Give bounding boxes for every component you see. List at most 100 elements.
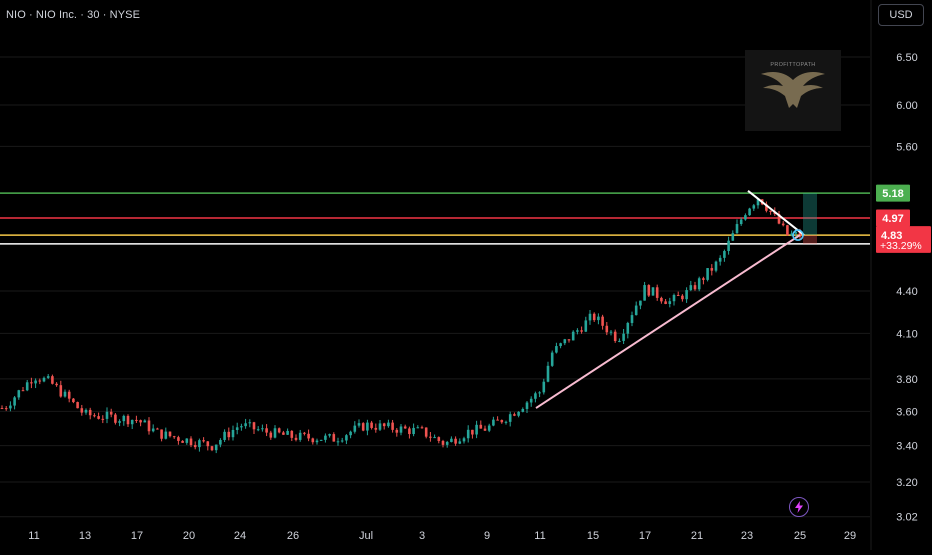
candle-body [273,428,277,438]
candle-body [395,429,399,433]
time-tick-label: 11 [534,530,545,542]
lightning-button[interactable] [789,497,809,517]
price-tick-label: 6.50 [896,52,917,64]
candle-body [38,380,42,382]
candle-body [676,294,680,296]
candle-body [559,343,562,347]
candle-body [403,426,407,429]
grid [0,0,872,550]
price-axis[interactable]: 6.50 6.00 5.60 4.40 4.10 3.80 3.60 3.40 3.20 3.02… [876,52,931,524]
candle-body [340,440,344,442]
candle-body [786,225,789,236]
candle-body [483,428,487,431]
candle-body [67,391,71,399]
time-tick-label: Jul [359,530,373,542]
price-label-4-97-bg [876,209,910,227]
symbol-title[interactable]: NIO · NIO Inc. · 30 · NYSE [6,9,141,21]
candle-body [714,261,718,271]
candle-body [101,418,105,420]
currency-button[interactable]: USD [878,4,924,26]
candle-body [114,414,117,423]
candle-body [647,285,651,296]
candle-body [416,427,420,429]
candle-body [731,233,735,241]
candle-body [147,420,151,432]
price-tick-label: 3.20 [896,477,917,489]
candle-body [630,315,634,323]
candle-body [324,435,327,440]
candle-body [609,331,613,333]
candle-body [718,257,722,262]
candle-body [122,415,126,422]
change-percent-label: +33.29% [880,240,922,252]
candle-body [332,434,336,442]
time-tick-label: 29 [844,530,856,542]
candle-body [193,445,197,448]
price-tick-label: 5.60 [896,141,917,153]
candle-body [286,430,289,435]
time-tick-label: 11 [28,530,39,542]
candle-body [571,331,575,341]
candle-body [126,415,130,425]
watermark-logo: PROFITTOPATH [745,50,841,131]
time-tick-label: 15 [587,530,599,542]
candle-body [735,224,739,234]
candle-body [265,428,268,433]
candle-body [756,199,760,206]
candle-body [798,231,802,237]
price-tick-label: 6.00 [896,100,917,112]
candle-body [9,405,12,409]
candle-body [399,426,403,433]
candle-body [752,205,756,209]
candle-body [282,432,285,435]
candle-body [370,422,373,428]
candle-body [513,414,516,416]
stop-zone [803,235,817,244]
candle-body [790,233,793,236]
candle-body [534,393,537,399]
candle-body [349,431,352,436]
candle-body [55,383,58,386]
time-tick-label: 23 [741,530,753,542]
candle-body [765,204,768,211]
candle-body [51,376,54,384]
candle-body [118,421,121,423]
candle-body [450,438,453,442]
candle-body [697,278,701,290]
candle-body [500,420,504,423]
price-label-5-18-bg [876,184,910,202]
candle-body [769,210,772,212]
candle-body [492,419,495,426]
candle-body [433,437,436,439]
candle-body [84,409,88,413]
candle-body [794,231,798,234]
time-axis[interactable]: 11 13 17 20 24 26 Jul 3 9 11 15 17 21 23 25 29 [28,530,856,542]
price-label-4-97: 4.97 [882,213,903,225]
candle-body [30,382,33,384]
candle-body [105,411,109,419]
price-tick-label: 4.10 [896,328,917,340]
candle-body [601,316,604,326]
candle-body [672,294,676,302]
candle-body [353,425,357,432]
candle-body [622,333,625,341]
candle-body [613,331,617,342]
lightning-icon [795,501,803,513]
candle-body [17,390,21,398]
candle-body [387,422,390,427]
candle-body [361,423,365,431]
candle-body [160,429,163,439]
candle-body [13,397,16,406]
time-tick-label: 17 [131,530,143,542]
candle-body [235,427,239,430]
markers [792,229,804,241]
candle-body [177,437,180,441]
candle-body [555,346,558,353]
candle-body [723,250,726,258]
candle-body [777,214,781,224]
candle-body [576,330,579,332]
candle-body [584,320,588,332]
candle-body [727,240,730,251]
